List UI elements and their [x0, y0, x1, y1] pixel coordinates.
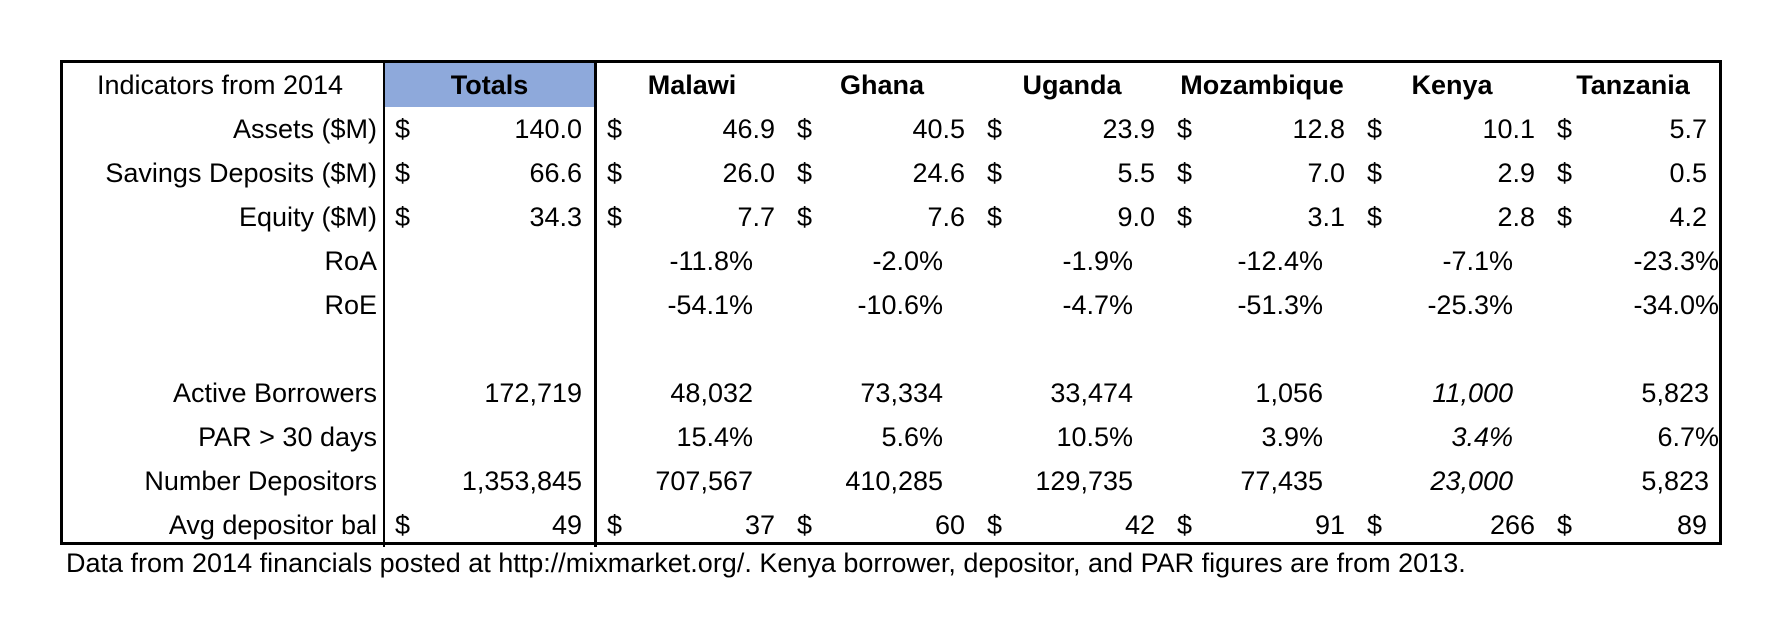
cell-value: $2.9: [1367, 158, 1535, 188]
spacer-row: [1167, 327, 1357, 371]
cell-value: $37: [607, 510, 775, 540]
cell-value: $40.5: [797, 114, 965, 144]
cell-value: -11.8%: [669, 246, 753, 276]
cell-total: 172,719: [385, 371, 597, 415]
cell-value: $5.7: [1557, 114, 1707, 144]
table-grid: Indicators from 2014 Totals Malawi Ghana…: [63, 63, 1719, 547]
cell-value: $9.0: [987, 202, 1155, 232]
cell-value: 6.7%: [1657, 422, 1719, 452]
cell-value: -54.1%: [667, 290, 753, 320]
cell-value: $3.1: [1177, 202, 1345, 232]
cell-total: $66.6: [385, 151, 597, 195]
cell-value: 48,032: [670, 378, 753, 408]
cell-value: -34.0%: [1633, 290, 1719, 320]
table-title: Indicators from 2014: [63, 63, 385, 107]
row-label-par: PAR > 30 days: [63, 415, 385, 459]
cell-value: 707,567: [655, 466, 753, 496]
cell-value: $46.9: [607, 114, 775, 144]
header-country: Tanzania: [1576, 70, 1690, 100]
cell-total: $49: [385, 503, 597, 547]
cell-value: $7.6: [797, 202, 965, 232]
cell-value: 410,285: [845, 466, 943, 496]
cell-value: -7.1%: [1442, 246, 1513, 276]
cell-value: 11,000: [1432, 378, 1513, 408]
cell-value: $7.7: [607, 202, 775, 232]
cell-value: 1,056: [1255, 378, 1323, 408]
cell-value: $12.8: [1177, 114, 1345, 144]
cell-value: -1.9%: [1062, 246, 1133, 276]
indicators-table: Indicators from 2014 Totals Malawi Ghana…: [60, 60, 1722, 547]
cell-total: 1,353,845: [385, 459, 597, 503]
cell-value: -10.6%: [857, 290, 943, 320]
cell-value: 15.4%: [676, 422, 753, 452]
cell-value: $26.0: [607, 158, 775, 188]
footnote: Data from 2014 financials posted at http…: [66, 548, 1466, 578]
cell-total-empty: [385, 415, 597, 459]
row-label-savings: Savings Deposits ($M): [63, 151, 385, 195]
cell-value: 73,334: [860, 378, 943, 408]
spacer-row: [63, 327, 385, 371]
cell-total: $34.3: [385, 195, 597, 239]
cell-value: -4.7%: [1062, 290, 1133, 320]
cell-value: $5.5: [987, 158, 1155, 188]
header-country: Kenya: [1411, 70, 1493, 100]
cell-value: 3.4%: [1451, 422, 1513, 452]
spacer-row: [1547, 327, 1719, 371]
header-country: Ghana: [839, 70, 925, 100]
cell-value: 129,735: [1035, 466, 1133, 496]
header-country: Uganda: [1022, 70, 1122, 100]
row-label-equity: Equity ($M): [63, 195, 385, 239]
cell-value: $24.6: [797, 158, 965, 188]
header-country: Malawi: [647, 70, 737, 100]
row-label-assets: Assets ($M): [63, 107, 385, 151]
spacer-row: [597, 327, 787, 371]
cell-value: 10.5%: [1056, 422, 1133, 452]
cell-value: -51.3%: [1237, 290, 1323, 320]
spacer-row: [385, 327, 597, 371]
spacer-row: [977, 327, 1167, 371]
row-label-borrowers: Active Borrowers: [63, 371, 385, 415]
cell-value: -12.4%: [1237, 246, 1323, 276]
cell-total: $140.0: [385, 107, 597, 151]
header-country: Mozambique: [1180, 70, 1344, 100]
cell-value: -25.3%: [1427, 290, 1513, 320]
spacer-row: [1357, 327, 1547, 371]
cell-value: $60: [797, 510, 965, 540]
cell-value: $266: [1367, 510, 1535, 540]
cell-value: $0.5: [1557, 158, 1707, 188]
cell-value: $7.0: [1177, 158, 1345, 188]
cell-value: $2.8: [1367, 202, 1535, 232]
cell-value: $89: [1557, 510, 1707, 540]
cell-value: 33,474: [1050, 378, 1133, 408]
cell-value: $10.1: [1367, 114, 1535, 144]
cell-total-empty: [385, 239, 597, 283]
cell-value: -23.3%: [1633, 246, 1719, 276]
header-totals: Totals: [385, 63, 597, 107]
cell-value: -2.0%: [872, 246, 943, 276]
row-label-roa: RoA: [63, 239, 385, 283]
cell-value: 77,435: [1240, 466, 1323, 496]
cell-value: 5,823: [1641, 466, 1709, 496]
cell-value: 5.6%: [881, 422, 943, 452]
row-label-avgbal: Avg depositor bal: [63, 503, 385, 547]
cell-value: $4.2: [1557, 202, 1707, 232]
spacer-row: [787, 327, 977, 371]
row-label-depositors: Number Depositors: [63, 459, 385, 503]
cell-value: 3.9%: [1261, 422, 1323, 452]
cell-value: $91: [1177, 510, 1345, 540]
cell-value: $42: [987, 510, 1155, 540]
row-label-roe: RoE: [63, 283, 385, 327]
cell-value: 5,823: [1641, 378, 1709, 408]
cell-total-empty: [385, 283, 597, 327]
cell-value: 23,000: [1430, 466, 1513, 496]
cell-value: $23.9: [987, 114, 1155, 144]
